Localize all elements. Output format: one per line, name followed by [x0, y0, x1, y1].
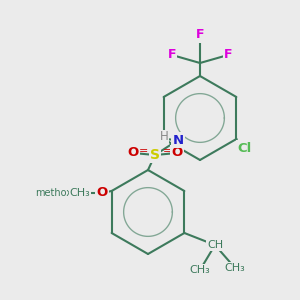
Text: =: =: [162, 146, 172, 156]
Text: O: O: [171, 146, 183, 160]
Text: F: F: [196, 28, 204, 41]
Text: N: N: [172, 134, 184, 146]
Text: =: =: [138, 146, 148, 156]
Text: CH₃: CH₃: [70, 188, 90, 198]
Text: O: O: [96, 187, 108, 200]
Text: H: H: [160, 130, 168, 143]
Text: methoxy: methoxy: [35, 188, 78, 198]
Text: F: F: [168, 49, 176, 62]
Text: Cl: Cl: [237, 142, 251, 154]
Text: F: F: [224, 49, 232, 62]
Text: S: S: [150, 148, 160, 162]
Text: CH₃: CH₃: [225, 263, 245, 273]
Text: O: O: [128, 146, 139, 160]
Text: CH₃: CH₃: [190, 265, 210, 275]
Text: CH: CH: [207, 240, 223, 250]
